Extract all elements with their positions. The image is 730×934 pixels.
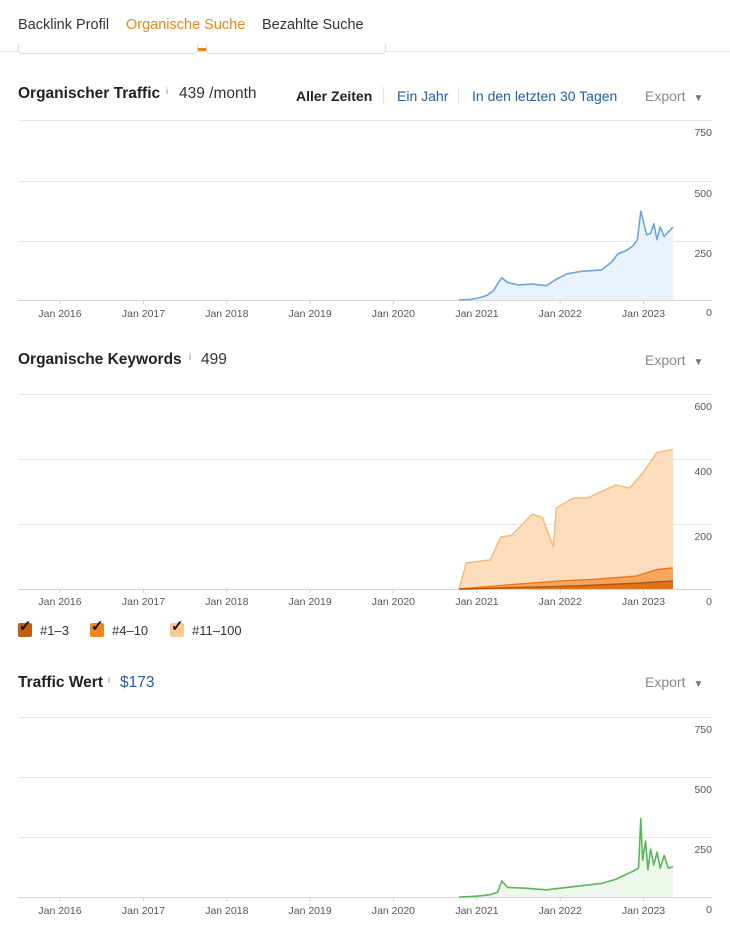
- x-tick-label: Jan 2020: [372, 308, 415, 320]
- tab-bar: Backlink Profil Organische Suche Bezahlt…: [0, 0, 730, 52]
- y-tick-label: 0: [706, 596, 712, 608]
- series-line: [459, 567, 674, 590]
- export-label: Export: [645, 352, 686, 368]
- x-tick-label: Jan 2018: [205, 308, 248, 320]
- x-tick-label: Jan 2023: [622, 596, 665, 608]
- series-area: [459, 580, 673, 589]
- tab-backlink-profil[interactable]: Backlink Profil: [18, 17, 110, 33]
- export-button[interactable]: Export ▼: [645, 88, 703, 104]
- x-tick-label: Jan 2016: [38, 308, 81, 320]
- x-tick-label: Jan 2022: [539, 596, 582, 608]
- y-tick-label: 750: [694, 724, 712, 736]
- x-tick-label: Jan 2020: [372, 596, 415, 608]
- caret-down-icon: ▼: [693, 357, 704, 368]
- caret-down-icon: ▼: [693, 93, 704, 104]
- range-one-year[interactable]: Ein Jahr: [397, 88, 449, 104]
- traffic-value-amount: $173: [120, 674, 155, 691]
- series-area: [459, 818, 673, 897]
- series-line: [459, 817, 674, 898]
- series-line: [459, 210, 674, 301]
- range-last-30-days[interactable]: In den letzten 30 Tagen: [472, 88, 618, 104]
- range-all-time[interactable]: Aller Zeiten: [296, 88, 373, 104]
- export-label: Export: [645, 88, 686, 104]
- x-tick-label: Jan 2017: [122, 596, 165, 608]
- series-area: [459, 449, 673, 589]
- x-tick-label: Jan 2022: [539, 905, 582, 917]
- export-button[interactable]: Export ▼: [645, 674, 703, 690]
- x-tick-label: Jan 2018: [205, 596, 248, 608]
- traffic-chart: Jan 2016 Jan 2017 Jan 2018 Jan 2019 Jan 2020…: [18, 120, 712, 320]
- checkmark-icon: ✓: [171, 618, 184, 635]
- x-tick-label: Jan 2020: [372, 905, 415, 917]
- x-tick-label: Jan 2019: [289, 905, 332, 917]
- filter-dropdown[interactable]: [18, 44, 198, 54]
- keywords-value: 499: [201, 351, 227, 368]
- series-area: [459, 211, 673, 300]
- x-tick-label: Jan 2021: [455, 905, 498, 917]
- tab-organische-suche[interactable]: Organische Suche: [126, 17, 246, 33]
- checkbox-icon[interactable]: [170, 623, 184, 637]
- range-divider: [383, 87, 384, 104]
- y-tick-label: 200: [694, 531, 712, 543]
- info-icon[interactable]: i: [189, 352, 191, 362]
- x-tick-label: Jan 2016: [38, 905, 81, 917]
- legend-label: #1–3: [40, 623, 69, 638]
- series-line: [458, 448, 674, 590]
- caret-down-icon: ▼: [693, 679, 704, 690]
- section-title-keywords: Organische Keywords: [18, 351, 182, 368]
- series-line: [459, 580, 674, 590]
- x-tick-label: Jan 2022: [539, 308, 582, 320]
- x-tick-label: Jan 2023: [622, 308, 665, 320]
- y-tick-label: 250: [694, 248, 712, 260]
- export-button[interactable]: Export ▼: [645, 352, 703, 368]
- filter-dropdown[interactable]: [206, 44, 386, 54]
- x-tick-label: Jan 2021: [455, 596, 498, 608]
- y-tick-label: 250: [694, 844, 712, 856]
- y-tick-label: 500: [694, 784, 712, 796]
- y-tick-label: 600: [694, 401, 712, 413]
- traffic-value: 439 /month: [179, 85, 257, 102]
- checkmark-icon: ✓: [19, 618, 32, 635]
- section-title-traffic-value: Traffic Wert: [18, 674, 103, 691]
- y-tick-label: 0: [706, 904, 712, 916]
- y-tick-label: 500: [694, 188, 712, 200]
- y-tick-label: 400: [694, 466, 712, 478]
- y-tick-label: 750: [694, 127, 712, 139]
- section-title-traffic: Organischer Traffic: [18, 85, 161, 102]
- legend-label: #4–10: [112, 623, 149, 638]
- y-tick-label: 0: [706, 307, 712, 319]
- x-tick-label: Jan 2019: [289, 596, 332, 608]
- x-tick-label: Jan 2016: [38, 596, 81, 608]
- range-divider: [458, 87, 459, 104]
- traffic-value-chart: Jan 2016 Jan 2017 Jan 2018 Jan 2019 Jan 2020…: [18, 717, 712, 917]
- x-tick-label: Jan 2021: [455, 308, 498, 320]
- checkbox-icon[interactable]: [90, 623, 104, 637]
- x-tick-label: Jan 2017: [122, 308, 165, 320]
- x-tick-label: Jan 2019: [289, 308, 332, 320]
- info-icon[interactable]: i: [166, 86, 168, 96]
- checkmark-icon: ✓: [91, 618, 104, 635]
- legend-label: #11–100: [192, 623, 242, 638]
- export-label: Export: [645, 674, 686, 690]
- x-tick-label: Jan 2017: [122, 905, 165, 917]
- info-icon[interactable]: i: [108, 675, 110, 685]
- tab-bezahlte-suche[interactable]: Bezahlte Suche: [262, 17, 364, 33]
- keywords-chart: Jan 2016 Jan 2017 Jan 2018 Jan 2019 Jan 2020…: [18, 394, 712, 608]
- x-tick-label: Jan 2023: [622, 905, 665, 917]
- x-tick-label: Jan 2018: [205, 905, 248, 917]
- checkbox-icon[interactable]: [18, 623, 32, 637]
